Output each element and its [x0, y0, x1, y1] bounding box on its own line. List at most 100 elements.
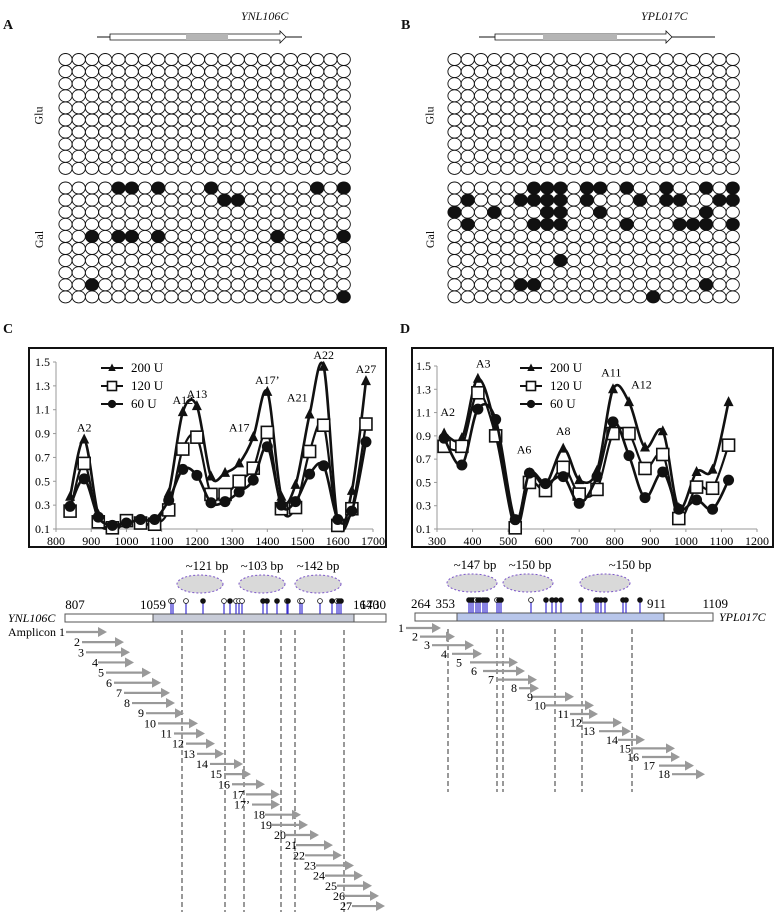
glu-cpg-circle: [606, 65, 621, 79]
glu-cpg-circle: [712, 113, 727, 127]
glu-cpg-circle: [487, 113, 502, 127]
glu-cpg-circle: [487, 65, 502, 79]
peak-annotation: A13: [187, 387, 208, 401]
gal-cpg-circle: [579, 290, 595, 304]
gal-methylated-circle: [672, 193, 687, 207]
legend-marker-icon: [527, 363, 535, 371]
glu-cpg-circle: [270, 53, 285, 66]
gal-cpg-circle: [619, 266, 634, 280]
glu-cpg-circle: [98, 113, 113, 127]
data-point: [64, 500, 76, 512]
glu-cpg-circle: [540, 137, 555, 151]
glu-cpg-circle: [487, 137, 502, 151]
amplicon-label: 6: [106, 676, 112, 690]
glu-cpg-circle: [473, 161, 489, 175]
gal-cpg-circle: [230, 290, 245, 304]
data-point: [78, 473, 90, 485]
gal-cpg-circle: [619, 254, 634, 268]
glu-cpg-circle: [323, 161, 338, 175]
gal-cpg-circle: [257, 229, 272, 243]
gal-cpg-circle: [500, 181, 515, 195]
gal-cpg-circle: [526, 229, 542, 243]
gal-cpg-circle: [164, 205, 179, 219]
glu-cpg-circle: [190, 161, 206, 175]
glu-cpg-circle: [659, 77, 674, 91]
gal-cpg-circle: [204, 278, 219, 292]
gal-cpg-circle: [283, 254, 298, 268]
gal-cpg-circle: [712, 278, 727, 292]
data-point: [558, 442, 569, 453]
gal-cpg-circle: [323, 193, 338, 207]
data-point: [657, 425, 668, 436]
gal-cpg-circle: [124, 205, 139, 219]
glu-cpg-circle: [540, 113, 555, 127]
glu-cpg-circle: [217, 149, 232, 163]
legend-marker-icon: [108, 363, 116, 371]
gal-cpg-circle: [712, 266, 727, 280]
glu-cpg-circle: [487, 77, 502, 91]
gal-cpg-circle: [593, 278, 608, 292]
gal-cpg-circle: [566, 242, 581, 255]
gal-cpg-circle: [190, 217, 206, 231]
gal-cpg-circle: [58, 242, 73, 255]
glu-cpg-circle: [699, 113, 714, 127]
amplicon-label: 25: [325, 879, 337, 893]
gal-cpg-circle: [553, 278, 568, 292]
gal-cpg-circle: [230, 229, 245, 243]
data-point: [191, 400, 202, 411]
amplicon-arrow: 12: [172, 737, 215, 751]
coord-label-start: 807: [65, 597, 85, 612]
glu-cpg-circle: [217, 65, 232, 79]
glu-cpg-circle: [58, 101, 73, 115]
glu-cpg-circle: [553, 113, 568, 127]
glu-cpg-circle: [310, 125, 325, 139]
glu-cpg-circle: [632, 65, 648, 79]
gal-cpg-circle: [310, 278, 325, 292]
x-tick-label: 1500: [291, 534, 315, 548]
glu-cpg-circle: [84, 113, 100, 127]
glu-cpg-circle: [487, 125, 502, 139]
glu-cpg-circle: [447, 101, 462, 115]
gal-methylated-circle: [540, 217, 555, 231]
gal-cpg-circle: [540, 278, 555, 292]
gal-cpg-circle: [566, 278, 581, 292]
glu-cpg-circle: [540, 65, 555, 79]
gal-cpg-circle: [513, 181, 528, 195]
gal-cpg-circle: [217, 229, 232, 243]
glu-cpg-circle: [257, 125, 272, 139]
glu-cpg-circle: [164, 137, 179, 151]
glu-cpg-circle: [323, 125, 338, 139]
glu-cpg-circle: [632, 125, 648, 139]
gal-cpg-circle: [672, 242, 687, 255]
gal-cpg-circle: [71, 278, 86, 292]
data-point: [233, 486, 245, 498]
gal-cpg-circle: [177, 217, 192, 231]
gal-cpg-circle: [310, 242, 325, 255]
arrowhead-icon: [142, 667, 151, 678]
glu-cpg-circle: [111, 101, 126, 115]
amplicon-arrow: 11: [160, 727, 205, 741]
amplicon-arrow: 25: [325, 879, 372, 893]
amplicon-arrow: 19: [260, 818, 308, 832]
data-point: [220, 466, 231, 477]
amplicon-arrow: 13: [583, 724, 631, 738]
data-point: [290, 496, 302, 508]
gal-cpg-circle: [606, 266, 621, 280]
gal-methylated-circle: [712, 193, 727, 207]
glu-cpg-circle: [323, 137, 338, 151]
glu-cpg-circle: [526, 113, 542, 127]
methylated-cpg-icon: [558, 597, 564, 603]
glu-cpg-circle: [296, 101, 312, 115]
amplicon-label: 27: [340, 899, 352, 912]
gal-cpg-circle: [500, 242, 515, 255]
gal-cpg-circle: [487, 278, 502, 292]
glu-cpg-circle: [98, 149, 113, 163]
gal-methylated-circle: [540, 181, 555, 195]
data-point: [640, 441, 650, 452]
gal-cpg-circle: [257, 290, 272, 304]
unmethylated-cpg-icon: [183, 598, 189, 604]
gal-cpg-circle: [283, 266, 298, 280]
gal-cpg-circle: [243, 242, 259, 255]
amplicon-arrow: 13: [183, 747, 224, 761]
legend-entry: 60 U: [550, 396, 576, 411]
